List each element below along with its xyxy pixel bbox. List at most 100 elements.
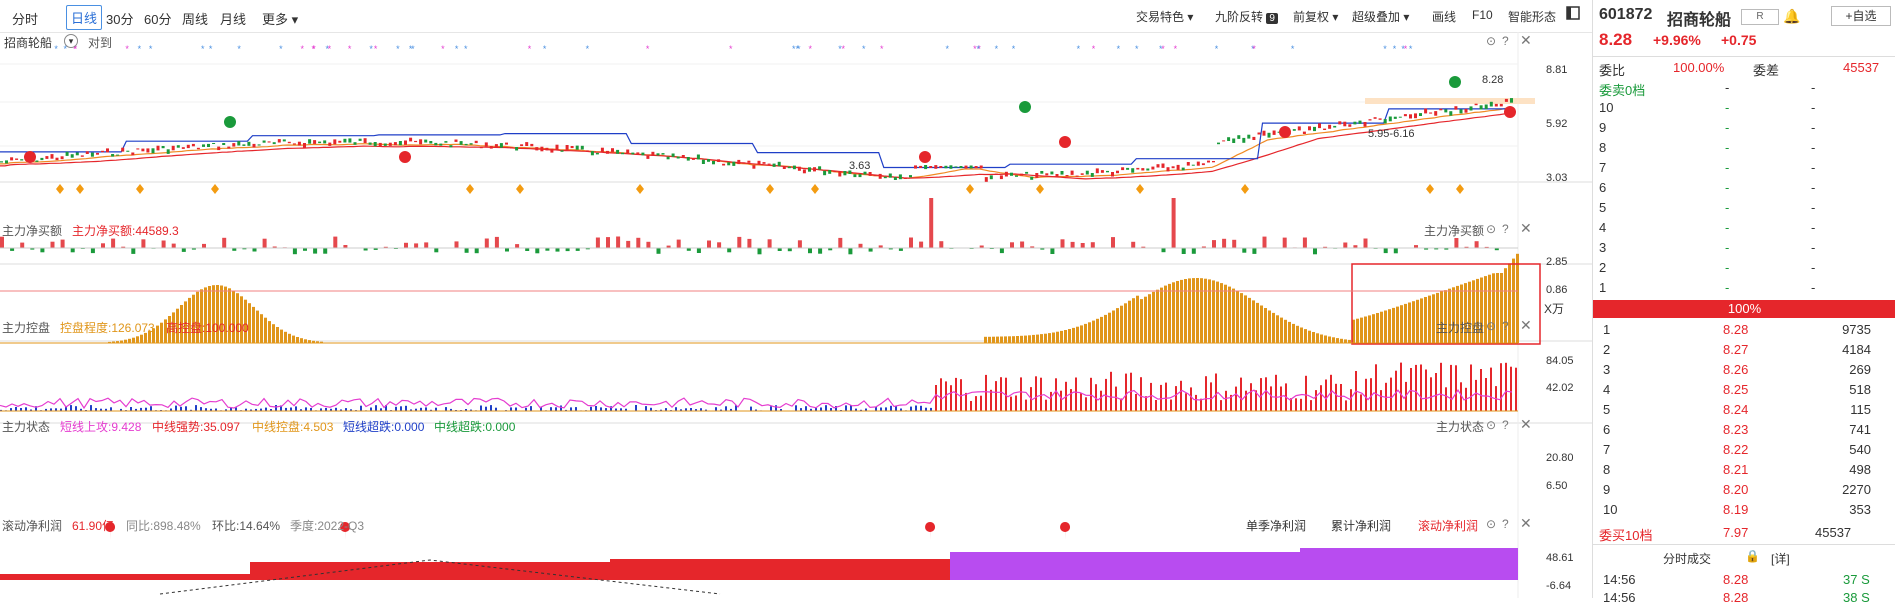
menu-nine-reversal[interactable]: 九阶反转 9 bbox=[1215, 8, 1278, 25]
help-icon[interactable]: ? bbox=[1502, 34, 1509, 48]
sell-row[interactable]: 4-- bbox=[1593, 218, 1895, 238]
menu-trade-feature[interactable]: 交易特色 ▾ bbox=[1136, 8, 1193, 25]
control-bar bbox=[1412, 301, 1415, 343]
sell-level: 3 bbox=[1599, 240, 1606, 255]
close-icon[interactable]: ✕ bbox=[1520, 220, 1532, 237]
trades-detail-button[interactable]: [详] bbox=[1771, 550, 1790, 567]
net-buy-bar bbox=[515, 244, 519, 248]
settings-icon[interactable]: ⊙ bbox=[1486, 222, 1496, 236]
candle bbox=[591, 151, 594, 155]
watchlist-button[interactable]: +自选 bbox=[1831, 6, 1891, 26]
tab-intraday[interactable]: 分时 bbox=[8, 7, 42, 30]
sell-row[interactable]: 6-- bbox=[1593, 178, 1895, 198]
net-buy-bar bbox=[636, 238, 640, 248]
menu-draw[interactable]: 画线 bbox=[1432, 8, 1456, 25]
help-icon[interactable]: ? bbox=[1502, 517, 1509, 531]
close-icon[interactable]: ✕ bbox=[1520, 515, 1532, 532]
sell-row[interactable]: 2-- bbox=[1593, 258, 1895, 278]
candle bbox=[657, 153, 660, 155]
close-icon[interactable]: ✕ bbox=[1520, 32, 1532, 49]
control-bar bbox=[1276, 315, 1279, 343]
settings-icon[interactable]: ⊙ bbox=[1486, 418, 1496, 432]
candle bbox=[853, 174, 856, 177]
settings-icon[interactable]: ⊙ bbox=[1486, 34, 1496, 48]
sell-row[interactable]: 9-- bbox=[1593, 118, 1895, 138]
menu-overlay[interactable]: 超级叠加 ▾ bbox=[1352, 8, 1409, 25]
lock-icon[interactable]: 🔒 bbox=[1745, 549, 1760, 563]
compare-label: 对到 bbox=[88, 34, 112, 51]
sell-price: - bbox=[1725, 180, 1729, 195]
tab-30min[interactable]: 30分 bbox=[102, 7, 137, 30]
net-buy-title: 主力净买额 bbox=[2, 222, 62, 239]
close-icon[interactable]: ✕ bbox=[1520, 317, 1532, 334]
r-button[interactable]: R bbox=[1741, 9, 1779, 25]
net-buy-bar bbox=[222, 238, 226, 248]
axis-label: 42.02 bbox=[1546, 382, 1574, 394]
buy-signal-icon bbox=[1279, 126, 1291, 138]
compare-dropdown-icon[interactable]: ▾ bbox=[64, 34, 78, 48]
sell-row[interactable]: 8-- bbox=[1593, 138, 1895, 158]
tab-single-quarter[interactable]: 单季净利润 bbox=[1246, 517, 1306, 534]
candle bbox=[1328, 125, 1331, 129]
tab-cumulative[interactable]: 累计净利润 bbox=[1331, 517, 1391, 534]
candle bbox=[1308, 126, 1311, 130]
help-icon[interactable]: ? bbox=[1502, 222, 1509, 236]
candle bbox=[1066, 175, 1069, 176]
sell-row[interactable]: 1-- bbox=[1593, 278, 1895, 298]
control-bar bbox=[1496, 273, 1499, 343]
candle bbox=[480, 147, 483, 148]
control-bar bbox=[1408, 303, 1411, 344]
diamond-marker bbox=[1136, 184, 1144, 194]
sell-row[interactable]: 5-- bbox=[1593, 198, 1895, 218]
status-bar bbox=[70, 405, 72, 411]
bell-icon[interactable]: 🔔 bbox=[1783, 8, 1800, 25]
control-bar bbox=[1044, 334, 1047, 343]
close-icon[interactable]: ✕ bbox=[1520, 416, 1532, 433]
tab-monthly[interactable]: 月线 bbox=[216, 7, 250, 30]
net-buy-bar bbox=[818, 248, 822, 254]
tab-more[interactable]: 更多 ▾ bbox=[258, 7, 302, 30]
control-bar bbox=[284, 332, 287, 343]
candle bbox=[752, 165, 755, 169]
menu-f10[interactable]: F10 bbox=[1472, 8, 1493, 22]
chart-canvas[interactable]: ****************************************… bbox=[0, 32, 1592, 598]
menu-adjust[interactable]: 前复权 ▾ bbox=[1293, 8, 1338, 25]
status-bar bbox=[1070, 389, 1072, 411]
sell-row[interactable]: 3-- bbox=[1593, 238, 1895, 258]
net-buy-bar bbox=[263, 239, 267, 248]
signal-marker: * bbox=[646, 44, 650, 54]
status-bar bbox=[990, 390, 992, 411]
sell-row[interactable]: 7-- bbox=[1593, 158, 1895, 178]
candle bbox=[1076, 176, 1079, 177]
settings-icon[interactable]: ⊙ bbox=[1486, 319, 1496, 333]
settings-icon[interactable]: ⊙ bbox=[1486, 517, 1496, 531]
candle bbox=[783, 167, 786, 169]
help-icon[interactable]: ? bbox=[1502, 319, 1509, 333]
menu-smart-shape[interactable]: 智能形态 bbox=[1508, 8, 1556, 25]
candle bbox=[1505, 99, 1508, 102]
net-buy-bar bbox=[626, 241, 630, 248]
sell-row[interactable]: 10-- bbox=[1593, 98, 1895, 118]
status-bar bbox=[1115, 387, 1117, 411]
panel-toggle-icon[interactable] bbox=[1566, 6, 1580, 23]
control-bar bbox=[280, 330, 283, 343]
tab-rolling[interactable]: 滚动净利润 bbox=[1418, 517, 1478, 534]
candle bbox=[212, 143, 215, 144]
candle bbox=[0, 161, 3, 162]
tab-60min[interactable]: 60分 bbox=[140, 7, 175, 30]
tab-daily[interactable]: 日线 bbox=[66, 5, 102, 30]
tab-weekly[interactable]: 周线 bbox=[178, 7, 212, 30]
status-bar bbox=[1410, 368, 1412, 411]
help-icon[interactable]: ? bbox=[1502, 418, 1509, 432]
candle bbox=[217, 147, 220, 151]
